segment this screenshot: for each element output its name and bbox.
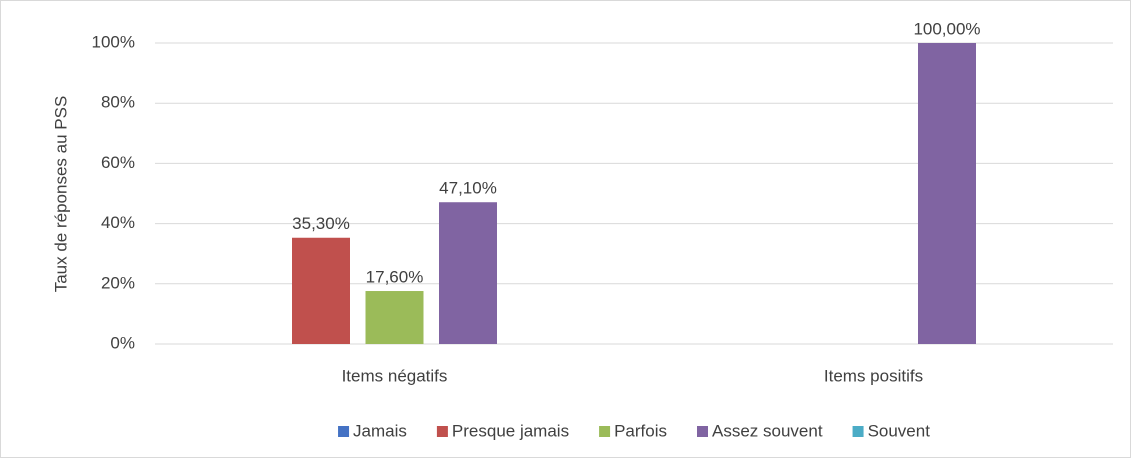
bar [365, 291, 424, 344]
legend-swatch [436, 426, 448, 437]
y-tick-label: 80% [101, 93, 135, 112]
data-label: 47,10% [439, 179, 497, 198]
data-label: 100,00% [913, 19, 980, 38]
y-tick-label: 40% [101, 213, 135, 232]
legend-label: Souvent [868, 421, 931, 440]
legend-swatch [338, 426, 350, 437]
legend-swatch [852, 426, 864, 437]
legend-swatch [599, 426, 611, 437]
y-tick-label: 100% [92, 32, 135, 51]
bar [292, 237, 350, 344]
legend-label: Assez souvent [712, 421, 823, 440]
x-tick-label: Items négatifs [342, 366, 448, 385]
y-tick-label: 60% [101, 153, 135, 172]
x-tick-label: Items positifs [824, 366, 923, 385]
legend-label: Jamais [353, 421, 407, 440]
y-tick-label: 20% [101, 273, 135, 292]
y-axis-title: Taux de réponses au PSS [51, 96, 70, 293]
bar [918, 43, 976, 344]
data-label: 17,60% [366, 268, 424, 287]
legend-label: Parfois [614, 421, 667, 440]
data-label: 35,30% [292, 214, 350, 233]
y-tick-label: 0% [110, 333, 135, 352]
bar [439, 202, 497, 344]
legend-label: Presque jamais [452, 421, 569, 440]
legend-swatch [697, 426, 708, 437]
